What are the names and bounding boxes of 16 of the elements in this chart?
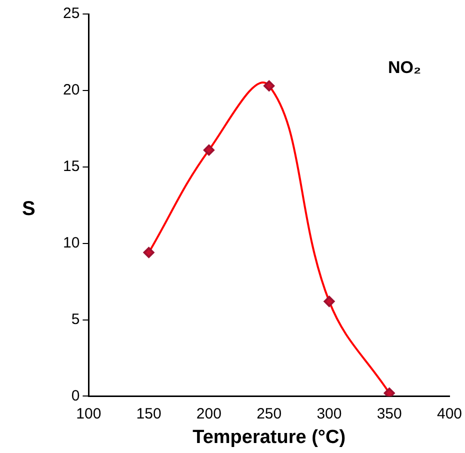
x-tick-label: 100 bbox=[76, 405, 102, 422]
annotation: NO₂ bbox=[388, 58, 422, 78]
y-tick-label: 20 bbox=[62, 82, 80, 99]
y-tick-label: 0 bbox=[71, 387, 80, 404]
x-tick-label: 300 bbox=[316, 405, 342, 422]
x-tick-label: 200 bbox=[196, 405, 222, 422]
x-tick-label: 350 bbox=[376, 405, 402, 422]
x-tick-label: 400 bbox=[436, 405, 462, 422]
y-tick-label: 25 bbox=[62, 5, 80, 22]
x-axis-title: Temperature (°C) bbox=[192, 426, 346, 448]
y-tick-label: 10 bbox=[62, 234, 80, 252]
y-tick-label: 15 bbox=[62, 158, 80, 176]
y-tick-label: 5 bbox=[71, 310, 80, 328]
x-tick-label: 250 bbox=[256, 405, 282, 422]
y-axis-title: S bbox=[22, 198, 36, 221]
x-tick-label: 150 bbox=[136, 405, 162, 422]
